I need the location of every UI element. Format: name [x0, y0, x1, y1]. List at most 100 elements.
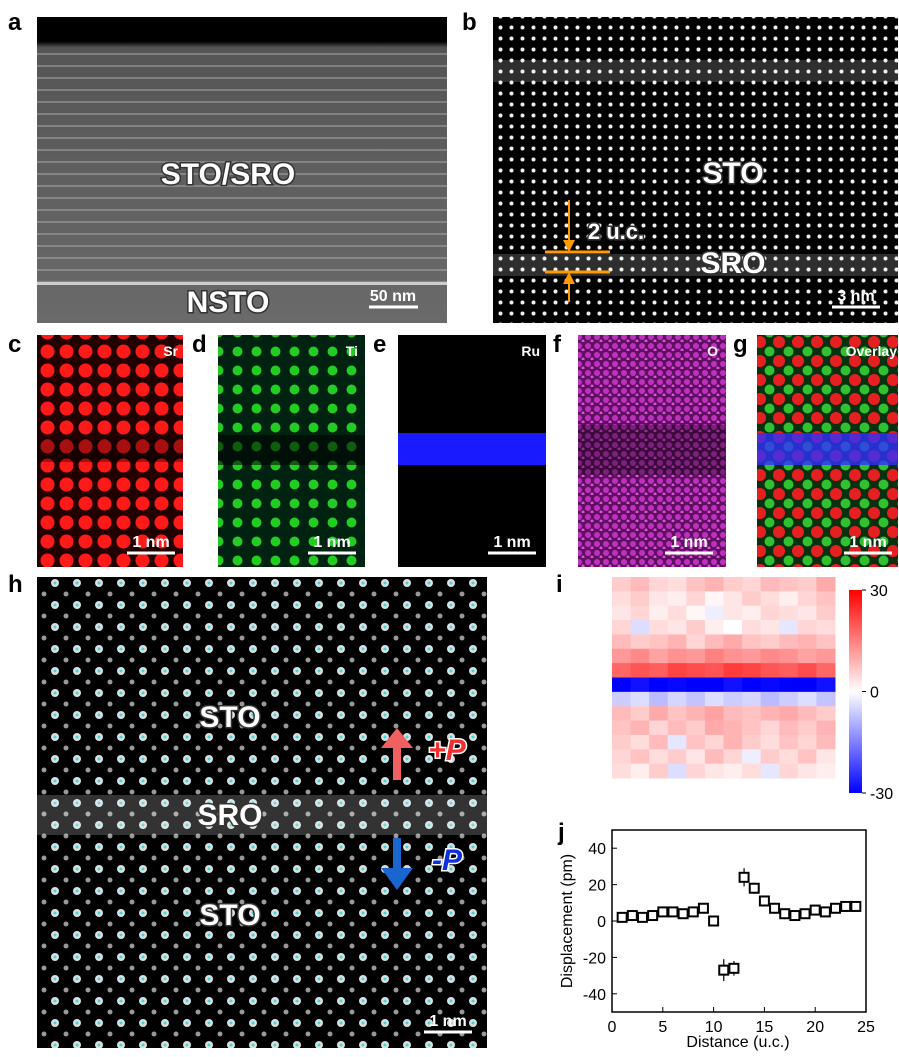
heatmap-cell — [724, 591, 743, 606]
heatmap-cell — [631, 634, 650, 649]
heatmap-cell — [668, 577, 687, 592]
panel-b: b STO SRO 2 u.c. 3 nm — [462, 9, 898, 323]
heatmap-cell — [631, 692, 650, 707]
heatmap-cell — [668, 764, 687, 779]
heatmap-cell — [742, 634, 761, 649]
heatmap-cell — [816, 606, 835, 621]
y-tick-label: -40 — [583, 987, 606, 1004]
heatmap-cell — [649, 663, 668, 678]
y-tick-label: 0 — [597, 914, 606, 931]
heatmap-cell — [705, 591, 724, 606]
heatmap-cell — [798, 634, 817, 649]
heatmap-cell — [686, 735, 705, 750]
heatmap-cell — [649, 764, 668, 779]
heatmap-cell — [612, 591, 631, 606]
heatmap-cell — [686, 577, 705, 592]
heatmap-cell — [779, 764, 798, 779]
colorbar — [849, 590, 862, 793]
x-tick-label: 5 — [658, 1019, 667, 1036]
heatmap-cell — [686, 721, 705, 736]
data-point — [689, 907, 698, 916]
data-point — [750, 884, 759, 893]
heatmap-cell — [724, 735, 743, 750]
heatmap-cell — [649, 735, 668, 750]
heatmap-cell — [668, 649, 687, 664]
heatmap-cell — [612, 577, 631, 592]
heatmap-cell — [761, 749, 780, 764]
panel-label: b — [462, 9, 477, 36]
heatmap-cell — [779, 663, 798, 678]
ru-band — [398, 433, 546, 465]
dim-band — [578, 425, 726, 475]
heatmap-cell — [686, 692, 705, 707]
heatmap-cell — [742, 649, 761, 664]
heatmap-cell — [649, 721, 668, 736]
heatmap-cell — [705, 678, 724, 693]
data-point — [760, 896, 769, 905]
heatmap-cell — [798, 606, 817, 621]
heatmap-cell — [705, 634, 724, 649]
heatmap-cell — [612, 692, 631, 707]
layer-label: SRO — [700, 247, 765, 280]
data-point — [811, 906, 820, 915]
heatmap-cell — [761, 721, 780, 736]
panel-a: a STO/SRO NSTO 50 nm — [8, 9, 447, 323]
heatmap-cell — [816, 749, 835, 764]
heatmap-cell — [798, 649, 817, 664]
x-tick-label: 15 — [756, 1019, 774, 1036]
data-point — [851, 902, 860, 911]
heatmap-cell — [779, 620, 798, 635]
heatmap-cell — [798, 620, 817, 635]
heatmap-cell — [742, 692, 761, 707]
y-tick-label: -20 — [583, 950, 606, 967]
heatmap-cell — [779, 735, 798, 750]
heatmap-cell — [816, 591, 835, 606]
heatmap-cell — [686, 591, 705, 606]
y-tick-label: 40 — [588, 841, 606, 858]
heatmap-cell — [761, 706, 780, 721]
bright-band — [493, 60, 898, 82]
heatmap-cell — [742, 606, 761, 621]
heatmap-cell — [761, 692, 780, 707]
heatmap-cell — [686, 749, 705, 764]
x-tick-label: 10 — [705, 1019, 723, 1036]
dim-band — [37, 440, 183, 462]
heatmap-cell — [631, 735, 650, 750]
colorbar-tick-label: 30 — [870, 583, 888, 600]
dim-band — [218, 435, 365, 465]
heatmap-cell — [724, 606, 743, 621]
data-point — [841, 902, 850, 911]
heatmap-cell — [724, 678, 743, 693]
heatmap-cell — [742, 706, 761, 721]
heatmap-cell — [686, 634, 705, 649]
heatmap-cell — [761, 735, 780, 750]
heatmap-cell — [668, 735, 687, 750]
panel-f: f O 1 nm — [553, 331, 726, 567]
layer-label: STO — [199, 899, 260, 932]
heatmap-cell — [724, 649, 743, 664]
layer-label: SRO — [197, 799, 262, 832]
heatmap-cell — [724, 764, 743, 779]
heatmap-cell — [686, 620, 705, 635]
heatmap-cell — [742, 749, 761, 764]
heatmap-cell — [686, 606, 705, 621]
heatmap-cell — [686, 706, 705, 721]
heatmap-cell — [668, 721, 687, 736]
heatmap-cell — [798, 749, 817, 764]
data-point — [668, 907, 677, 916]
panel-label: f — [553, 331, 562, 358]
panel-c: c Sr 1 nm — [8, 331, 183, 567]
heatmap-cell — [686, 663, 705, 678]
panel-label: j — [557, 819, 565, 846]
data-point — [638, 913, 647, 922]
heatmap-cell — [705, 577, 724, 592]
panel-label: h — [8, 571, 23, 598]
heatmap-cell — [668, 678, 687, 693]
heatmap-cell — [798, 721, 817, 736]
heatmap-cell — [724, 706, 743, 721]
x-tick-label: 0 — [608, 1019, 617, 1036]
scale-label: 1 nm — [493, 534, 530, 551]
heatmap-cell — [705, 692, 724, 707]
heatmap-cell — [631, 749, 650, 764]
element-label: Ti — [346, 343, 358, 359]
